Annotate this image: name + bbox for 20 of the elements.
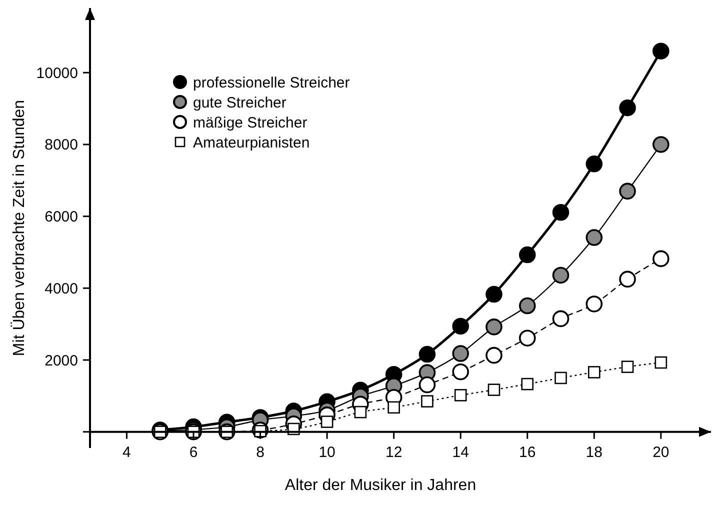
legend-label: mäßige Streicher xyxy=(193,114,308,132)
legend-label: Amateurpianisten xyxy=(193,134,310,152)
y-tick-label: 10000 xyxy=(36,64,78,82)
x-tick-label: 18 xyxy=(586,444,602,461)
y-tick-label: 2000 xyxy=(44,352,78,370)
x-tick-label: 14 xyxy=(452,444,469,461)
x-tick-label: 12 xyxy=(385,444,402,461)
x-axis-title: Alter der Musiker in Jahren xyxy=(284,477,476,494)
x-tick-label: 8 xyxy=(256,444,264,461)
y-tick-label: 8000 xyxy=(44,136,78,154)
x-tick-label: 10 xyxy=(318,444,336,461)
x-tick-label: 6 xyxy=(189,444,198,461)
y-tick-label: 6000 xyxy=(44,208,78,226)
legend-label: gute Streicher xyxy=(193,94,286,112)
y-axis-title: Mit Üben verbrachte Zeit in Stunden xyxy=(10,100,28,356)
y-tick-label: 4000 xyxy=(44,280,78,298)
x-tick-label: 4 xyxy=(122,444,131,461)
x-tick-label: 16 xyxy=(519,444,536,461)
x-tick-label: 20 xyxy=(652,444,670,461)
legend-label: professionelle Streicher xyxy=(193,74,350,92)
